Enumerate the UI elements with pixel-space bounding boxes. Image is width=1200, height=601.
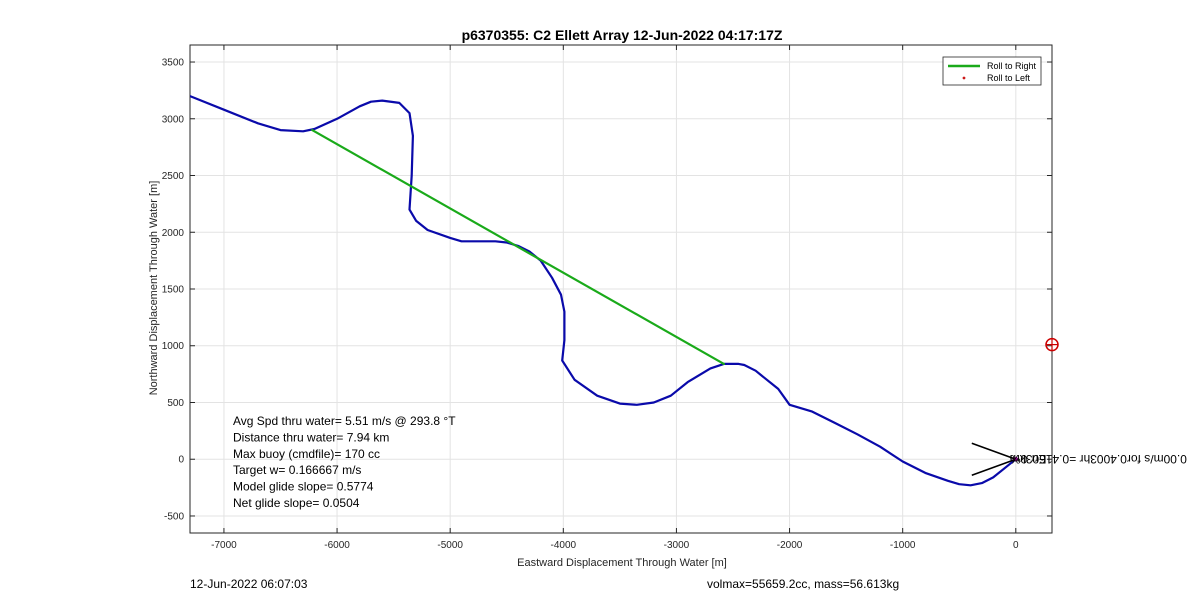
rotated-annotation-label: 0.00m/s for0.4003hr =0.41603km bbox=[1010, 452, 1187, 466]
chart-title: p6370355: C2 Ellett Array 12-Jun-2022 04… bbox=[462, 27, 783, 43]
y-tick-label: 1000 bbox=[162, 341, 185, 352]
arrow-line-upper bbox=[971, 442, 1017, 460]
rotated-annotation-overlay: Err 0% bbox=[1009, 452, 1046, 466]
footer-timestamp: 12-Jun-2022 06:07:03 bbox=[190, 577, 308, 591]
y-tick-label: 1500 bbox=[162, 285, 185, 296]
legend-label: Roll to Left bbox=[987, 73, 1031, 83]
x-tick-label: -2000 bbox=[777, 540, 803, 551]
info-line: Max buoy (cmdfile)= 170 cc bbox=[233, 447, 380, 461]
x-tick-label: -6000 bbox=[324, 540, 350, 551]
glider-track-line bbox=[190, 94, 1017, 487]
x-tick-label: -5000 bbox=[437, 540, 463, 551]
arrow-line-lower bbox=[971, 458, 1017, 476]
y-axis: -500 0 500 1000 1500 2000 2500 3000 3500 bbox=[162, 58, 1052, 522]
info-line: Target w= 0.166667 m/s bbox=[233, 463, 361, 477]
info-line: Model glide slope= 0.5774 bbox=[233, 480, 374, 494]
info-line: Distance thru water= 7.94 km bbox=[233, 430, 389, 444]
grid bbox=[190, 45, 1052, 533]
legend-label: Roll to Right bbox=[987, 61, 1037, 71]
x-axis: -7000 -6000 -5000 -4000 -3000 -2000 -1000 0 bbox=[211, 45, 1019, 551]
legend-dot-swatch bbox=[962, 76, 966, 80]
arrow-tip-marker bbox=[1013, 457, 1019, 462]
legend: Roll to Right Roll to Left bbox=[942, 56, 1042, 86]
y-tick-label: 3500 bbox=[162, 58, 185, 69]
x-tick-label: -3000 bbox=[664, 540, 690, 551]
y-tick-label: 500 bbox=[167, 398, 184, 409]
series-group bbox=[190, 94, 1017, 487]
x-tick-label: -1000 bbox=[890, 540, 916, 551]
y-tick-label: 2000 bbox=[162, 228, 185, 239]
legend-box bbox=[942, 56, 1042, 86]
x-tick-label: -4000 bbox=[551, 540, 577, 551]
y-axis-label: Northward Displacement Through Water [m] bbox=[148, 181, 160, 396]
x-axis-label: Eastward Displacement Through Water [m] bbox=[517, 557, 727, 569]
info-line: Avg Spd thru water= 5.51 m/s @ 293.8 °T bbox=[233, 414, 456, 428]
footer-vol-mass: volmax=55659.2cc, mass=56.613kg bbox=[707, 577, 900, 591]
x-tick-label: -7000 bbox=[211, 540, 237, 551]
y-tick-label: -500 bbox=[164, 511, 184, 522]
info-text-block: Avg Spd thru water= 5.51 m/s @ 293.8 °T D… bbox=[233, 414, 456, 510]
y-tick-label: 3000 bbox=[162, 114, 185, 125]
roll-to-right-line bbox=[311, 129, 726, 365]
x-tick-label: 0 bbox=[1013, 540, 1019, 551]
y-tick-label: 2500 bbox=[162, 171, 185, 182]
y-tick-label: 0 bbox=[178, 455, 184, 466]
info-line: Net glide slope= 0.0504 bbox=[233, 496, 360, 510]
